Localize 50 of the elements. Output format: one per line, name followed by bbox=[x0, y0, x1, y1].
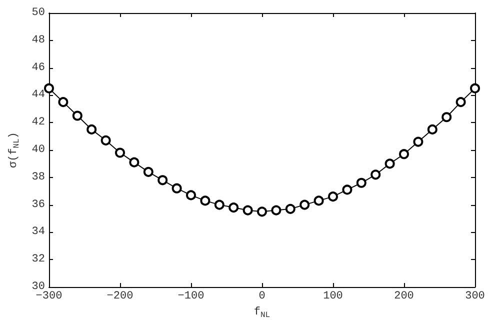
point bbox=[300, 200, 310, 210]
x-tick-label: −300 bbox=[36, 290, 62, 302]
point bbox=[172, 183, 182, 194]
y-tick-label: 34 bbox=[32, 226, 46, 238]
point bbox=[100, 135, 111, 146]
point bbox=[271, 205, 282, 216]
y-axis-title: σ(fNL) bbox=[8, 132, 22, 168]
point bbox=[384, 158, 395, 169]
point bbox=[186, 190, 196, 200]
y-tick-label: 36 bbox=[32, 198, 45, 211]
y-tick-label: 30 bbox=[32, 281, 45, 293]
point bbox=[158, 175, 168, 186]
point bbox=[72, 110, 82, 121]
point bbox=[399, 149, 409, 160]
point bbox=[328, 192, 338, 202]
y-tick-label: 38 bbox=[32, 171, 45, 184]
y-tick-label: 40 bbox=[32, 144, 45, 156]
x-tick-label: −100 bbox=[178, 290, 204, 302]
point bbox=[44, 83, 54, 94]
point bbox=[143, 166, 154, 177]
x-tick-label: −200 bbox=[106, 290, 134, 302]
point bbox=[257, 206, 267, 217]
point bbox=[86, 124, 97, 134]
point bbox=[314, 196, 324, 206]
point bbox=[413, 136, 424, 147]
point bbox=[129, 157, 140, 168]
x-tick-label: 300 bbox=[465, 290, 485, 302]
point bbox=[214, 200, 224, 210]
x-tick-label: 0 bbox=[258, 290, 266, 302]
y-tick-label: 42 bbox=[32, 116, 45, 129]
point bbox=[200, 196, 210, 206]
point bbox=[456, 97, 466, 108]
point bbox=[228, 202, 239, 213]
point bbox=[342, 184, 352, 195]
y-tick-label: 32 bbox=[32, 254, 45, 266]
point bbox=[242, 205, 253, 216]
x-tick-label: 200 bbox=[394, 290, 414, 302]
point bbox=[470, 83, 480, 94]
point bbox=[427, 124, 438, 134]
y-tick-label: 50 bbox=[32, 7, 45, 19]
point bbox=[115, 148, 125, 158]
point bbox=[58, 97, 68, 108]
point bbox=[370, 170, 381, 180]
y-tick-label: 48 bbox=[32, 34, 45, 46]
point bbox=[356, 178, 366, 188]
point bbox=[442, 112, 452, 122]
y-tick-label: 46 bbox=[32, 62, 45, 74]
point bbox=[285, 204, 296, 214]
x-tick-label: 100 bbox=[323, 290, 343, 302]
y-tick-label: 44 bbox=[32, 89, 46, 102]
